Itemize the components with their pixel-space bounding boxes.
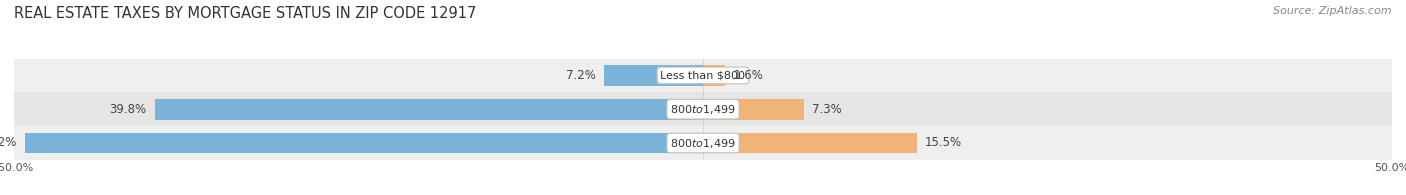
Text: $800 to $1,499: $800 to $1,499 — [671, 136, 735, 150]
Text: Less than $800: Less than $800 — [661, 70, 745, 80]
Bar — [14, 92, 1392, 126]
Text: 1.6%: 1.6% — [734, 69, 763, 82]
Text: 15.5%: 15.5% — [925, 136, 962, 150]
Text: 7.3%: 7.3% — [811, 103, 842, 116]
Bar — [703, 99, 804, 120]
Bar — [14, 58, 1392, 92]
Text: 7.2%: 7.2% — [565, 69, 596, 82]
Text: 39.8%: 39.8% — [110, 103, 146, 116]
Text: 49.2%: 49.2% — [0, 136, 17, 150]
Text: Source: ZipAtlas.com: Source: ZipAtlas.com — [1274, 6, 1392, 16]
Bar — [703, 65, 725, 86]
Text: $800 to $1,499: $800 to $1,499 — [671, 103, 735, 116]
Bar — [703, 133, 917, 153]
Bar — [603, 65, 703, 86]
Bar — [14, 126, 1392, 160]
Bar — [155, 99, 703, 120]
Bar — [25, 133, 703, 153]
Text: REAL ESTATE TAXES BY MORTGAGE STATUS IN ZIP CODE 12917: REAL ESTATE TAXES BY MORTGAGE STATUS IN … — [14, 6, 477, 21]
